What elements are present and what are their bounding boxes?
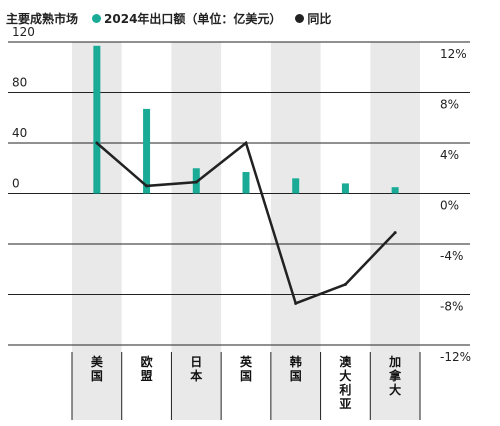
- legend-bar-entry: 2024年出口额（单位：亿美元）: [92, 10, 281, 27]
- legend: 主要成熟市场 2024年出口额（单位：亿美元） 同比: [6, 8, 345, 28]
- right-tick-label: -4%: [440, 249, 463, 263]
- legend-title: 主要成熟市场: [6, 10, 78, 27]
- column-band: [171, 42, 222, 420]
- right-tick-label: 8%: [440, 98, 459, 112]
- yoy-point-澳大利亚: [343, 282, 347, 286]
- right-tick-label: -8%: [440, 300, 463, 314]
- right-tick-label: 4%: [440, 148, 459, 162]
- yoy-line: [96, 140, 397, 305]
- left-axis-ticks: 120 80 40 0: [12, 25, 35, 191]
- right-axis-ticks: 12% 8% 4% 0% -4% -8% -12%: [440, 47, 471, 364]
- column-bands: [72, 42, 420, 420]
- category-label-美国: 美国: [91, 354, 104, 383]
- teal-dot-icon: [92, 13, 102, 23]
- legend-line-label: 同比: [307, 11, 332, 26]
- bar-英国: [242, 172, 250, 194]
- yoy-point-欧盟: [145, 184, 149, 188]
- category-label-加拿大: 加拿大: [388, 354, 402, 397]
- category-label-英国: 英国: [240, 354, 253, 383]
- yoy-point-加拿大: [393, 231, 397, 235]
- bar-series: [93, 45, 399, 194]
- line-series: [95, 140, 397, 305]
- yoy-point-美国: [95, 141, 99, 145]
- right-tick-label: 12%: [440, 47, 467, 61]
- left-tick-label: 40: [12, 126, 27, 140]
- right-tick-label: -12%: [440, 350, 471, 364]
- bar-韩国: [292, 178, 300, 194]
- category-label-日本: 日本: [190, 355, 202, 383]
- category-label-韩国: 韩国: [290, 354, 302, 383]
- legend-line-entry: 同比: [295, 10, 331, 27]
- left-tick-label: 120: [12, 25, 35, 39]
- column-band: [270, 42, 321, 420]
- left-tick-label: 80: [12, 76, 27, 90]
- bar-美国: [93, 45, 101, 194]
- legend-bar-label: 2024年出口额（单位：亿美元）: [104, 11, 282, 26]
- left-tick-label: 0: [12, 177, 20, 191]
- category-label-欧盟: 欧盟: [141, 354, 153, 383]
- category-label-澳大利亚: 澳大利亚: [339, 354, 352, 411]
- column-band: [370, 42, 420, 420]
- category-labels: 美国 欧盟 日本 英国 韩国 澳大利亚 加拿大: [91, 354, 402, 411]
- right-tick-label: 0%: [440, 199, 459, 213]
- bar-澳大利亚: [341, 183, 349, 194]
- black-dot-icon: [295, 13, 305, 23]
- yoy-point-韩国: [294, 301, 298, 305]
- bar-加拿大: [391, 187, 399, 194]
- yoy-point-英国: [244, 141, 248, 145]
- legend-title-text: 主要成熟市场: [6, 11, 79, 26]
- yoy-point-日本: [194, 180, 198, 184]
- bar-欧盟: [143, 108, 151, 194]
